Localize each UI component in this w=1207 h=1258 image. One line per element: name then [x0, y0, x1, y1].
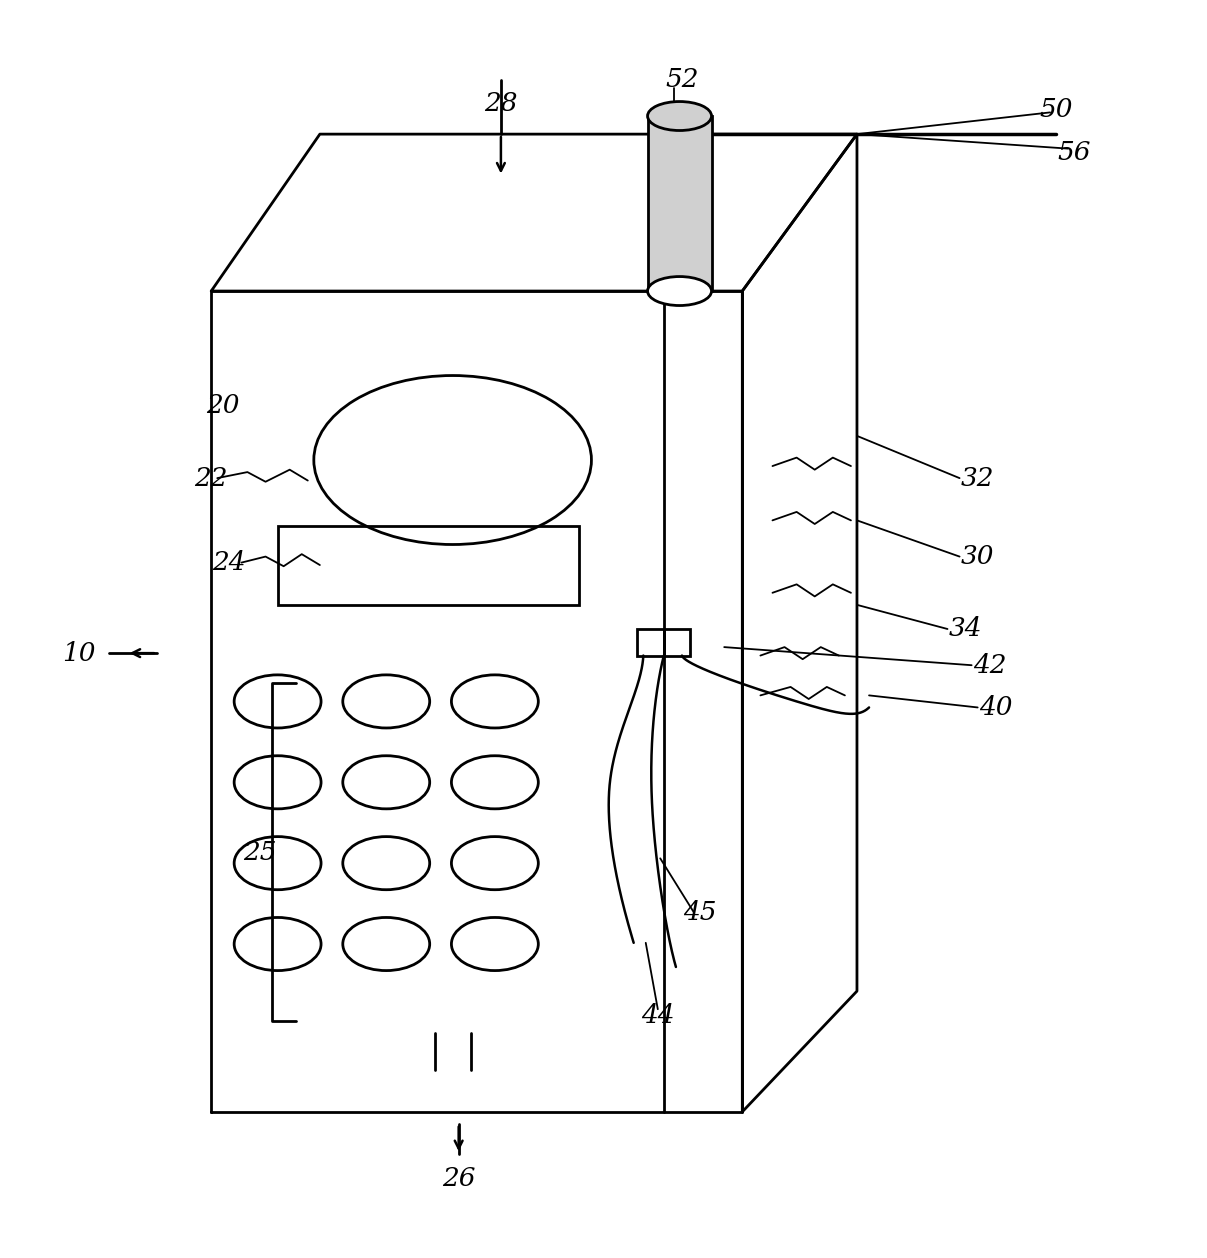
Text: 30: 30 — [961, 543, 995, 569]
Text: 50: 50 — [1039, 97, 1073, 122]
Text: 26: 26 — [442, 1166, 476, 1190]
Bar — [637, 629, 664, 655]
Text: 25: 25 — [243, 840, 276, 864]
Bar — [278, 526, 579, 605]
Text: 24: 24 — [212, 550, 246, 575]
Text: 32: 32 — [961, 465, 995, 491]
Text: 34: 34 — [949, 616, 982, 642]
Ellipse shape — [647, 102, 711, 131]
Text: 56: 56 — [1057, 140, 1091, 165]
Text: 40: 40 — [979, 694, 1013, 720]
Ellipse shape — [647, 277, 711, 306]
Bar — [664, 629, 690, 655]
Text: 42: 42 — [973, 653, 1007, 678]
Bar — [648, 116, 712, 291]
Text: 44: 44 — [641, 1003, 675, 1028]
Text: 52: 52 — [665, 68, 699, 92]
Text: 20: 20 — [206, 394, 240, 418]
Text: 22: 22 — [194, 465, 228, 491]
Text: 28: 28 — [484, 92, 518, 117]
Text: 45: 45 — [683, 901, 717, 925]
Text: 10: 10 — [62, 640, 95, 665]
